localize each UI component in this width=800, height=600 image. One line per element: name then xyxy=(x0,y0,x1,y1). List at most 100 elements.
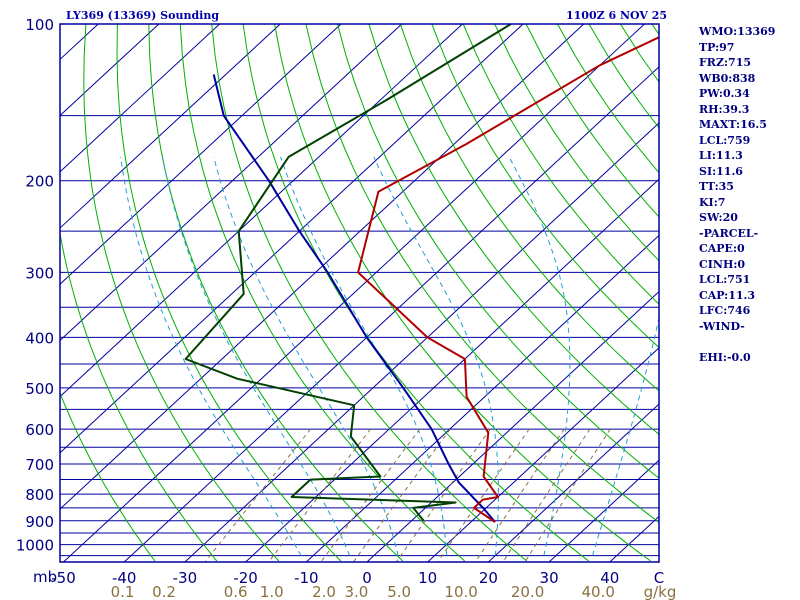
mixing-ratio-tick-label: 0.1 xyxy=(111,583,135,600)
isotherm-grid xyxy=(60,24,659,562)
temperature-tick-label: -10 xyxy=(294,569,319,587)
mixing-ratio-tick-label: 5.0 xyxy=(387,583,411,600)
index-cap: CAP:11.3 xyxy=(699,288,756,302)
indices-panel: WMO:13369 TP:97 FRZ:715 WB0:838 PW:0.34 … xyxy=(699,24,799,365)
mixing-ratio-line xyxy=(268,428,371,562)
isotherm-line xyxy=(305,234,659,562)
index-tt: TT:35 xyxy=(699,180,734,193)
isotherm-line xyxy=(60,24,99,61)
dry-adiabat-line xyxy=(242,24,589,562)
temperature-trace xyxy=(357,36,659,523)
temperature-tick-label: -30 xyxy=(173,569,198,587)
parcel-header: -PARCEL- xyxy=(699,226,759,240)
isotherm-line xyxy=(60,24,220,173)
dry-adiabat-line xyxy=(305,24,659,524)
dry-adiabat-line xyxy=(60,391,156,562)
index-lfc: LFC:746 xyxy=(699,304,751,317)
isotherm-line xyxy=(60,24,585,510)
temperature-unit-label: C xyxy=(654,569,664,587)
dewpoint-trace xyxy=(184,24,512,522)
mixing-ratio-line xyxy=(352,428,451,562)
dry-adiabat-line xyxy=(494,24,659,262)
dry-adiabat-line xyxy=(337,24,659,479)
dry-adiabat-line xyxy=(274,24,651,562)
index-li: LI:11.3 xyxy=(699,149,743,162)
temperature-tick-label: -50 xyxy=(51,569,76,587)
pressure-tick-label: 200 xyxy=(25,173,54,191)
dry-adiabat-line xyxy=(211,24,528,562)
pressure-tick-label: 100 xyxy=(25,16,54,34)
index-si: SI:11.6 xyxy=(699,164,743,178)
mixing-ratio-line xyxy=(474,428,565,562)
isotherm-line xyxy=(60,24,403,342)
mixing-ratio-tick-label: 20.0 xyxy=(511,583,544,600)
index-cape: CAPE:0 xyxy=(699,242,745,255)
pressure-unit-label: mb xyxy=(33,568,57,586)
isotherm-line xyxy=(488,403,659,562)
wind-header: -WIND- xyxy=(699,319,745,333)
temperature-tick-label: 40 xyxy=(600,569,619,587)
parcel-trace xyxy=(212,74,496,523)
moist-adiabat-line xyxy=(373,156,499,556)
temperature-tick-label: -20 xyxy=(233,569,258,587)
mixing-ratio-line xyxy=(524,428,611,562)
index-tp: TP:97 xyxy=(699,40,735,54)
moist-adiabat-line xyxy=(508,156,571,556)
pressure-tick-label: 300 xyxy=(25,264,54,282)
index-lcl: LCL:759 xyxy=(699,133,751,147)
mixing-ratio-tick-label: 0.2 xyxy=(152,583,176,600)
moist-adiabat-line xyxy=(280,156,448,556)
mixing-ratio-grid xyxy=(204,428,611,562)
moist-adiabat-grid xyxy=(120,156,659,556)
isotherm-line xyxy=(123,66,659,562)
index-frz: FRZ:715 xyxy=(699,56,752,69)
isotherm-line xyxy=(427,347,659,562)
moist-adiabat-line xyxy=(120,156,302,556)
mixing-ratio-tick-label: 10.0 xyxy=(444,583,477,600)
index-parcel-lcl: LCL:751 xyxy=(699,273,751,286)
mixing-ratio-tick-label: 0.6 xyxy=(224,583,248,600)
pressure-tick-label: 700 xyxy=(25,456,54,474)
mixing-ratio-line xyxy=(395,428,491,562)
mixing-ratio-tick-label: 1.0 xyxy=(260,583,284,600)
isotherm-line xyxy=(60,24,160,117)
station-title: LY369 (13369) Sounding xyxy=(66,9,220,22)
temperature-tick-label: 0 xyxy=(362,569,372,587)
isotherm-line xyxy=(60,24,524,454)
isotherm-line xyxy=(245,178,659,562)
isotherm-line xyxy=(60,24,463,398)
temperature-tick-label: 20 xyxy=(479,569,498,587)
index-pw: PW:0.34 xyxy=(699,87,750,100)
pressure-tick-label: 1000 xyxy=(16,537,54,555)
dry-adiabat-line xyxy=(399,24,659,392)
isotherm-line xyxy=(366,290,659,562)
isotherm-line xyxy=(60,24,281,229)
mixing-ratio-line xyxy=(204,428,311,562)
plot-border xyxy=(59,23,660,563)
moist-adiabat-line xyxy=(213,156,399,556)
moist-adiabat-line xyxy=(591,315,659,556)
dry-adiabat-line xyxy=(462,24,659,305)
sounding-traces xyxy=(184,24,659,523)
moist-adiabat-line xyxy=(161,156,351,556)
mixing-ratio-line xyxy=(437,428,530,562)
mixing-ratio-line xyxy=(320,428,421,562)
mixing-ratio-line xyxy=(502,428,591,562)
isobar-grid xyxy=(60,115,659,557)
dry-adiabat-line xyxy=(60,231,218,562)
dry-adiabat-line xyxy=(431,24,659,349)
index-wb0: WB0:838 xyxy=(699,71,756,85)
isotherm-line xyxy=(548,459,659,562)
index-wmo: WMO:13369 xyxy=(699,25,776,38)
pressure-tick-label: 500 xyxy=(25,380,54,398)
mixing-ratio-tick-label: 40.0 xyxy=(582,583,615,600)
sounding-time: 1100Z 6 NOV 25 xyxy=(566,9,668,22)
isotherm-line xyxy=(60,24,342,285)
pressure-tick-label: 900 xyxy=(25,513,54,531)
pressure-tick-label: 600 xyxy=(25,421,54,439)
isotherm-line xyxy=(63,24,645,562)
index-ehi: EHI:-0.0 xyxy=(699,350,751,364)
dry-adiabat-line xyxy=(83,24,280,562)
